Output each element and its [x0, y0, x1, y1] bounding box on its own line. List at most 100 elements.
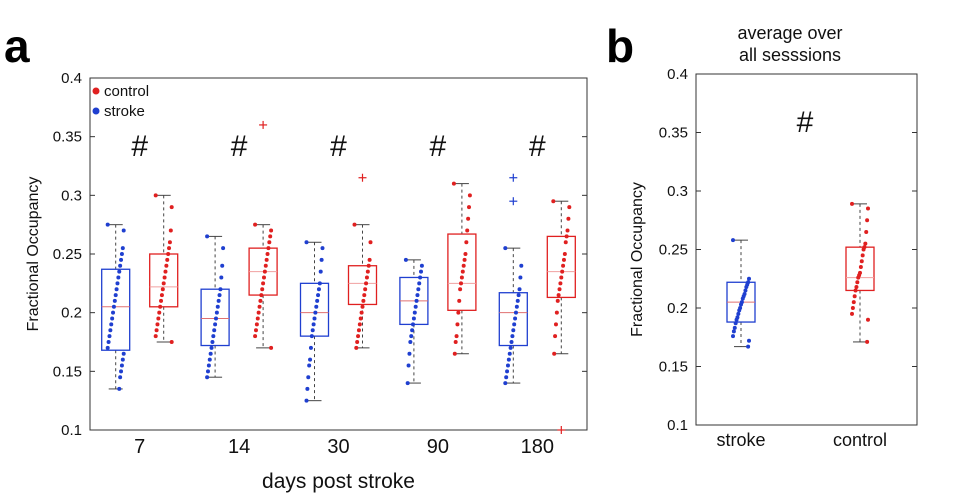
plot-a-stroke-point — [209, 345, 214, 350]
plot-a-control-point — [157, 310, 162, 315]
plot-a-control-point — [267, 240, 272, 245]
plot-a-stroke-point — [110, 316, 115, 321]
plot-b-control-point — [864, 229, 869, 234]
plot-a-control-point — [554, 310, 559, 315]
plot-b-stroke-point — [734, 317, 739, 322]
plot-a-control-point — [261, 275, 266, 280]
plot-b-control-point — [858, 265, 863, 270]
plot-b-control-point — [850, 306, 855, 310]
plot-a-control-point — [159, 298, 164, 303]
plot-a-control-point — [159, 293, 164, 298]
plot-a-stroke-point — [515, 298, 520, 303]
plot-a-stroke-point — [114, 287, 119, 292]
plot-a-control-point — [254, 322, 259, 327]
plot-a-control-point — [269, 345, 274, 350]
plot-a-significance-mark: # — [330, 130, 347, 163]
plot-a-stroke-point — [419, 269, 424, 274]
plot-a-stroke-point — [510, 334, 515, 339]
plot-b-control-point — [861, 247, 866, 252]
plot-a-stroke-point — [304, 240, 309, 245]
plot-a-stroke-point — [105, 222, 110, 227]
plot-a-ytick-label: 0.1 — [61, 422, 82, 439]
plot-a-stroke-point — [214, 310, 219, 315]
plot-a-control-point — [562, 252, 567, 256]
plot-a-stroke-point — [516, 293, 521, 298]
plot-a-stroke-point — [120, 357, 125, 362]
plot-a-xtick-label: 14 — [228, 436, 250, 458]
plot-b-stroke-point — [743, 288, 748, 293]
plot-a-stroke-point — [212, 328, 217, 333]
plot-a-stroke-point — [308, 345, 313, 350]
legend-marker-control — [92, 87, 100, 95]
plot-a-stroke-box — [498, 292, 528, 347]
plot-a-control-point — [563, 240, 568, 245]
plot-a-control-point — [153, 193, 158, 198]
plot-a-stroke-point — [207, 357, 212, 362]
plot-a-stroke-point — [205, 375, 210, 380]
plot-b-control-box — [845, 246, 875, 292]
plot-a-stroke-point — [316, 293, 321, 298]
plot-a-ylabel: Fractional Occupancy — [25, 177, 42, 332]
plot-b-ytick-label: 0.35 — [659, 125, 688, 142]
plot-a-stroke-point — [411, 316, 416, 321]
plot-a-stroke-point — [117, 269, 122, 274]
plot-b-control-point — [859, 259, 864, 264]
plot-a-control-point — [358, 316, 363, 321]
plot-a-control-point — [263, 263, 268, 268]
plot-a-stroke-point — [512, 322, 517, 327]
plot-a-stroke-point — [419, 263, 424, 268]
plot-a-control-point — [359, 310, 364, 315]
plot-a-stroke-box — [200, 288, 230, 347]
plot-a-control-point — [462, 257, 467, 262]
plot-a-control-point — [253, 222, 258, 227]
plot-a-control-point — [261, 281, 266, 286]
plot-b-stroke-point — [746, 344, 751, 349]
plot-a-significance-mark: # — [430, 130, 447, 163]
plot-a-stroke-point — [210, 340, 215, 344]
plot-a-control-point — [166, 252, 171, 256]
plot-a-stroke-point — [316, 287, 321, 292]
plot-a-stroke-point — [304, 398, 309, 403]
plot-a-stroke-point — [320, 246, 325, 251]
plot-a-control-point — [553, 322, 558, 327]
plot-b-control-point — [860, 253, 865, 258]
plot-b-stroke-point — [747, 338, 751, 343]
plot-b-frame — [695, 73, 918, 426]
plot-a-stroke-point — [108, 328, 113, 333]
plot-b-control-point — [854, 284, 859, 289]
plot-b-control-point — [866, 206, 870, 211]
plot-a-control-point — [356, 334, 361, 339]
plot-a-stroke-point — [410, 328, 415, 333]
plot-a-control-point — [558, 281, 563, 286]
plot-a-stroke-point — [219, 275, 224, 280]
plot-a-stroke-point — [220, 263, 225, 268]
plot-a-stroke-point — [503, 246, 508, 251]
plot-a-control-point — [551, 199, 556, 204]
plot-a-ytick-label: 0.4 — [61, 70, 82, 87]
plot-a-stroke-point — [312, 316, 317, 321]
plot-a-control-point — [566, 216, 571, 221]
plot-a-control-point — [260, 287, 265, 292]
plot-a-control-point — [461, 263, 466, 268]
plot-a-stroke-point — [413, 304, 418, 309]
plot-a-control-point — [463, 252, 468, 256]
plot-a-control-point — [557, 287, 562, 292]
plot-a-control-point — [564, 234, 569, 239]
plot-a-stroke-point — [317, 281, 322, 286]
plot-a-control-point — [556, 293, 561, 298]
plot-a-stroke-point — [305, 386, 310, 391]
plot-a-xtick-label: 90 — [427, 436, 449, 458]
plot-a-stroke-box — [101, 268, 131, 351]
plot-a-control-point — [169, 340, 174, 344]
plot-a-stroke-point — [408, 340, 413, 344]
plot-a-stroke-point — [511, 328, 516, 333]
plot-a-control-point — [467, 205, 472, 210]
plot-a-control-point — [364, 281, 369, 286]
panel-b-title-line-1: average over — [737, 23, 843, 43]
plot-a-stroke-point — [215, 304, 220, 309]
plot-a-stroke-point — [119, 257, 124, 262]
plot-a-control-point — [253, 334, 258, 339]
plot-a-control-point — [356, 328, 361, 333]
plot-a-control-point — [163, 269, 168, 274]
plot-a-control-point — [269, 228, 274, 233]
